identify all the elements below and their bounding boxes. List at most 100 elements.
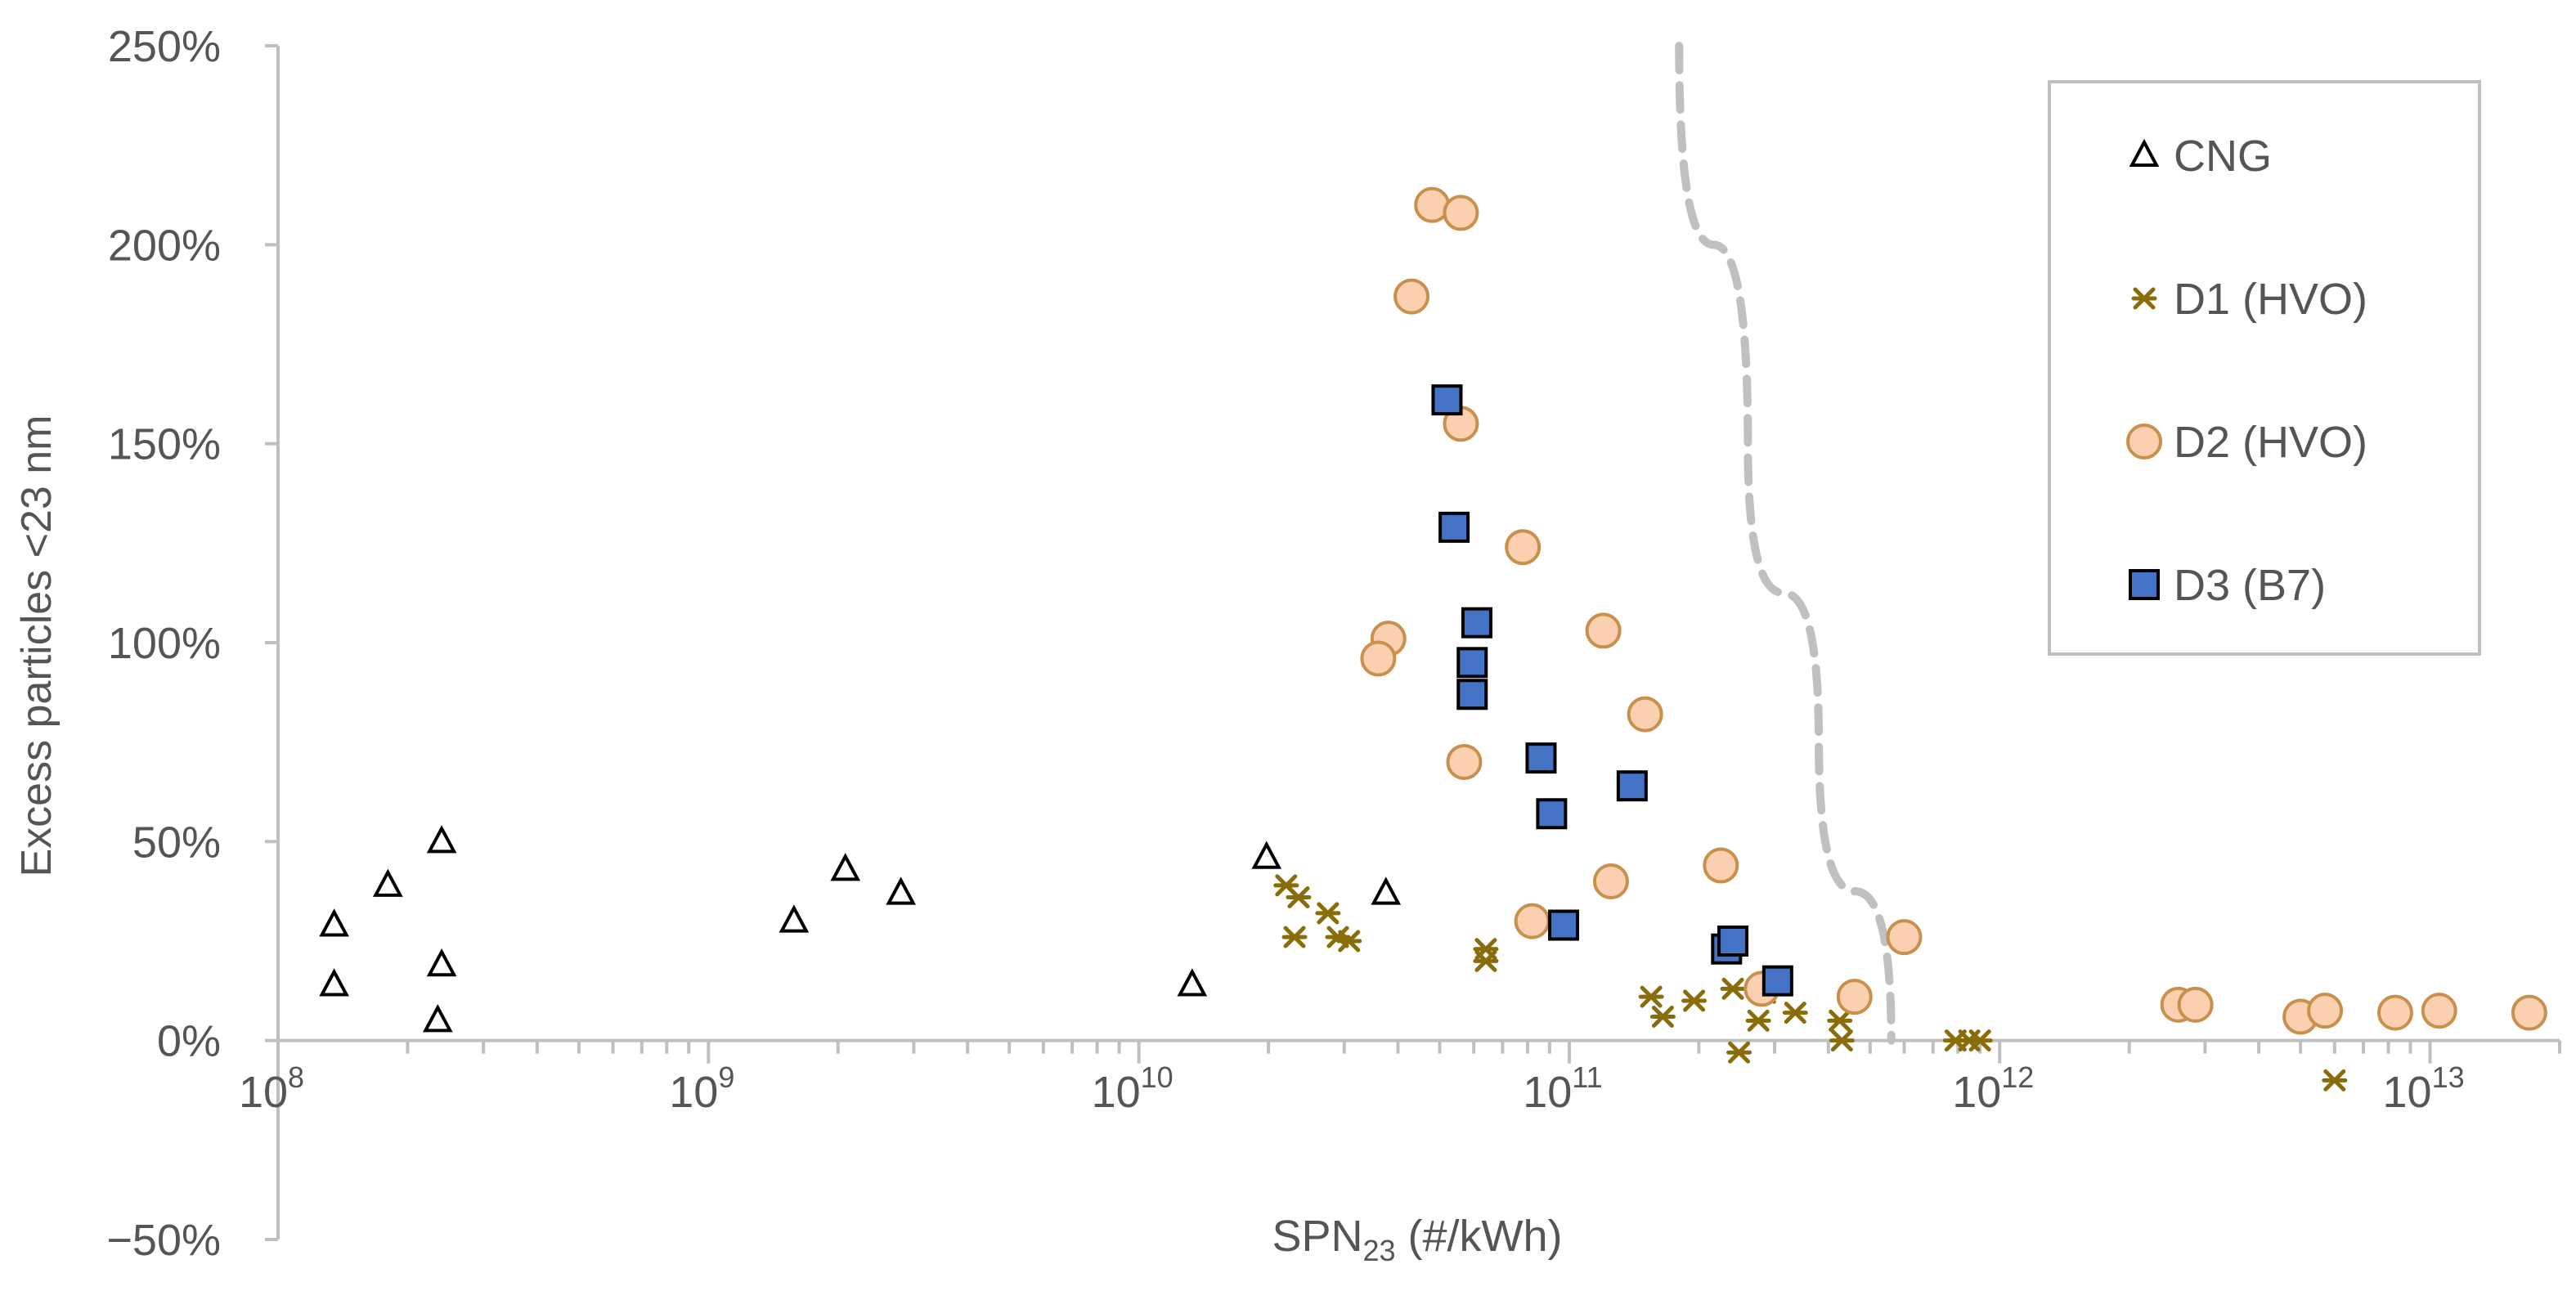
data-point-d1-hvo [1286, 885, 1312, 908]
data-point-d1-hvo [1315, 902, 1341, 925]
data-point-d2-hvo [1443, 195, 1479, 231]
series-d2-hvo [1360, 186, 2547, 1035]
data-point-d1-hvo [2322, 1069, 2348, 1092]
data-point-d2-hvo [2511, 994, 2547, 1031]
data-point-d3-b7 [1525, 742, 1557, 774]
axes-layer: 250%200%150%100%50%0%−50%108 109 1010 1011 1… [106, 22, 2561, 1265]
data-point-d3-b7 [1456, 679, 1488, 710]
data-point-d1-hvo [1720, 977, 1746, 1000]
x-tick-label-exponent: 10 [1141, 1060, 1174, 1094]
data-point-d1-hvo [1726, 1041, 1752, 1064]
x-tick-label-exponent: 8 [288, 1060, 304, 1094]
data-point-d3-b7 [1616, 770, 1648, 802]
x-tick-label-exponent: 11 [1572, 1060, 1602, 1094]
data-point-d2-hvo [1446, 744, 1483, 780]
legend-label-d2-hvo: D2 (HVO) [2174, 418, 2367, 467]
x-tick-label-base: 10 [669, 1068, 718, 1117]
series-d1-hvo [1273, 874, 2348, 1092]
data-point-d1-hvo [1281, 926, 1308, 948]
data-point-d2-hvo [2376, 994, 2413, 1031]
data-point-d2-hvo [1360, 640, 1397, 677]
x-axis-label-main: SPN [1272, 1212, 1362, 1261]
data-point-cng [319, 968, 349, 997]
data-point-cng [426, 825, 457, 854]
x-tick-label: 1011 [1523, 1060, 1602, 1117]
data-point-d2-hvo [2177, 986, 2214, 1023]
data-point-d1-hvo [1827, 1009, 1853, 1032]
data-point-cng [779, 904, 810, 933]
data-point-d3-b7 [1717, 926, 1749, 957]
x-tick-label: 108 [239, 1060, 304, 1117]
x-tick-label-exponent: 9 [718, 1060, 734, 1094]
data-point-d2-hvo [2421, 993, 2457, 1029]
data-point-d2-hvo [1514, 903, 1551, 939]
data-point-d2-hvo [1585, 612, 1622, 649]
data-point-cng [373, 868, 403, 897]
x-axis-label-subscript: 23 [1362, 1234, 1395, 1267]
legend-box [2048, 80, 2481, 656]
x-tick-label-exponent: 12 [2001, 1060, 2034, 1094]
y-tick-label: 250% [108, 22, 221, 71]
data-point-cng [830, 853, 861, 881]
data-point-cng [1371, 876, 1402, 905]
data-point-d1-hvo [1745, 1009, 1771, 1032]
x-axis-label-suffix: (#/kWh) [1396, 1212, 1563, 1261]
data-point-d3-b7 [1456, 647, 1488, 679]
legend-label-d1-hvo: D1 (HVO) [2174, 275, 2367, 324]
data-point-d2-hvo [1703, 847, 1739, 884]
data-points-layer [319, 186, 2547, 1092]
data-point-d3-b7 [1761, 965, 1793, 997]
data-point-d2-hvo [1836, 979, 1873, 1015]
data-point-d1-hvo [1649, 1005, 1676, 1028]
data-point-d1-hvo [1336, 930, 1362, 953]
y-axis-label: Excess particles <23 nm [13, 415, 61, 876]
reference-curve-layer [1675, 42, 1896, 1045]
legend-marker-d2-hvo [2126, 424, 2162, 459]
data-point-d1-hvo [1829, 1029, 1855, 1052]
x-tick-label: 109 [669, 1060, 734, 1117]
x-tick-label-exponent: 13 [2432, 1060, 2465, 1094]
data-point-d3-b7 [1431, 384, 1463, 416]
data-point-d3-b7 [1536, 798, 1568, 830]
x-tick-label-base: 10 [2383, 1068, 2432, 1117]
y-tick-label: 100% [108, 619, 221, 668]
data-point-cng [1177, 968, 1208, 997]
legend-marker-cng [2129, 138, 2160, 167]
data-point-d1-hvo [1681, 989, 1708, 1012]
data-point-d2-hvo [1393, 278, 1430, 315]
x-tick-label-base: 10 [1952, 1068, 2001, 1117]
data-point-d3-b7 [1547, 909, 1579, 941]
x-tick-label-base: 10 [1092, 1068, 1141, 1117]
data-point-d2-hvo [1505, 529, 1542, 566]
x-tick-label: 1010 [1092, 1060, 1174, 1117]
legend-marker-d1-hvo [2131, 287, 2157, 310]
legend-label-cng: CNG [2174, 132, 2272, 181]
data-point-d1-hvo [1967, 1029, 1993, 1052]
series-d3-b7 [1431, 384, 1793, 997]
data-point-d2-hvo [1627, 696, 1663, 733]
data-point-cng [426, 948, 457, 977]
x-tick-label: 1012 [1952, 1060, 2034, 1117]
data-point-d3-b7 [1438, 511, 1470, 543]
x-tick-label-base: 10 [239, 1068, 288, 1117]
data-point-cng [422, 1004, 453, 1033]
reference-dashed-curve [1675, 42, 1896, 1045]
legend-label-d3-b7: D3 (B7) [2174, 561, 2326, 610]
legend-marker-d3-b7 [2129, 569, 2160, 600]
series-cng [319, 825, 1402, 1033]
data-point-d3-b7 [1461, 607, 1492, 639]
x-tick-label: 1013 [2383, 1060, 2465, 1117]
data-point-cng [886, 876, 916, 905]
y-tick-label: 150% [108, 420, 221, 469]
y-tick-label: −50% [106, 1216, 221, 1265]
data-point-d2-hvo [2307, 993, 2344, 1029]
y-tick-label: 200% [108, 221, 221, 270]
x-axis-label: SPN23 (#/kWh) [1272, 1212, 1562, 1267]
x-tick-label-base: 10 [1523, 1068, 1572, 1117]
y-tick-label: 0% [157, 1017, 221, 1066]
data-point-d2-hvo [1886, 919, 1923, 956]
data-point-d1-hvo [1473, 949, 1499, 972]
legend: CNG D1 (HVO) D2 (HVO) D3 (B7) [2048, 80, 2481, 656]
